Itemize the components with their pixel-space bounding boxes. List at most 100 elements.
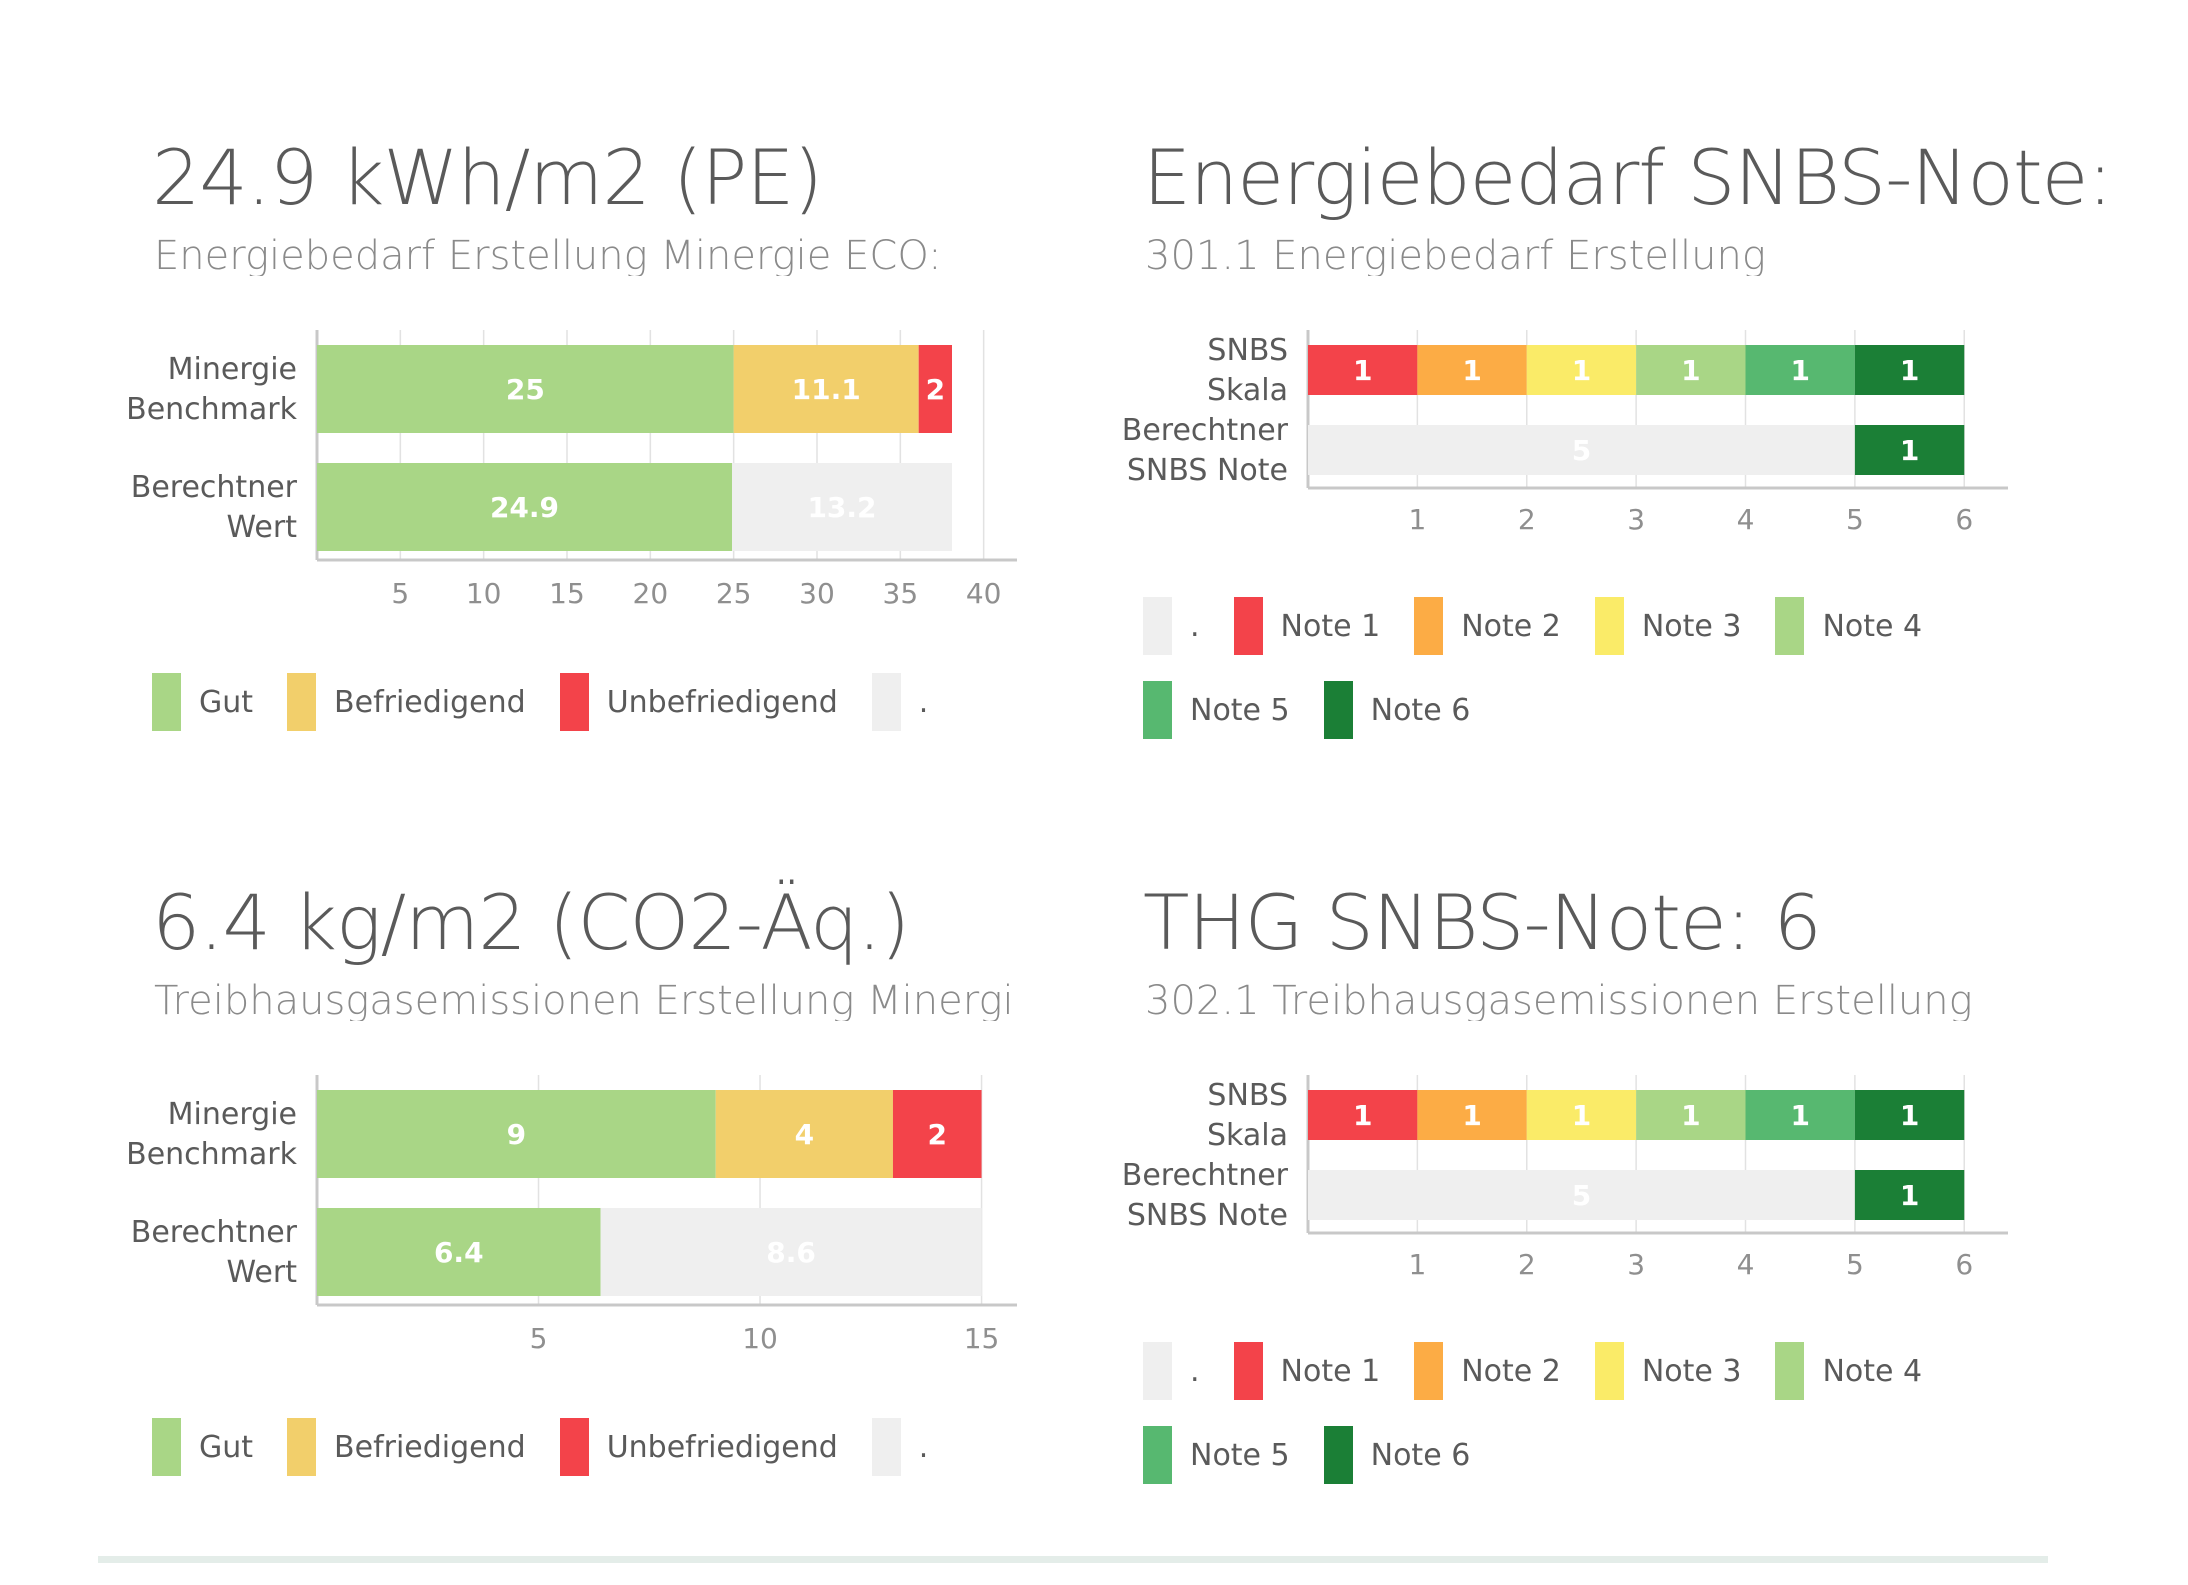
legend-item[interactable]: Note 1 [1233,597,1380,655]
data-label: 13.2 [807,491,876,524]
bar-segment [1854,425,1965,475]
legend-item[interactable]: Note 5 [1143,681,1290,739]
legend-item[interactable]: Note 2 [1414,1342,1561,1400]
bar-segment [317,1090,716,1178]
category-label: Berechtner [131,1215,298,1250]
x-tick-label: 3 [1627,503,1645,536]
legend-item[interactable]: Unbefriedigend [559,673,838,731]
bar-segment [1417,1090,1527,1140]
legend-item[interactable]: Note 1 [1233,1342,1381,1400]
legend-row: . Note 1 Note 2 Note 3 Note 4 [1143,597,1956,655]
data-label: 1 [1900,1179,1919,1212]
x-tick-label: 35 [883,577,919,610]
legend-item[interactable]: . [1143,1342,1200,1400]
legend-label: Note 6 [1370,692,1471,728]
category-label: Berechtner [131,470,298,505]
x-tick-label: 5 [1846,503,1864,536]
ghg-snbs-subtitle: 302.1 Treibhausgasemissionen Erstellung [1145,981,1973,1021]
legend-item[interactable]: Note 2 [1414,597,1561,655]
bar-segment [1854,1170,1965,1220]
legend-item[interactable]: Gut [152,1418,253,1476]
legend-swatch [152,1418,181,1476]
legend-item[interactable]: Note 6 [1323,1426,1470,1484]
x-tick-label: 20 [633,577,669,610]
category-label: Benchmark [126,1137,298,1172]
ghg-snbs-legend: . Note 1 Note 2 Note 3 Note 4 Note 5 Note 6 [1143,1342,1956,1510]
legend-label: . [918,1429,929,1465]
legend-swatch [559,1418,589,1476]
legend-swatch [287,673,317,731]
legend-item[interactable]: Befriedigend [287,1418,526,1476]
energy-snbs-panel: Energiebedarf SNBS-Note: 301.1 Energiebe… [1122,140,2143,840]
x-tick-label: 4 [1737,503,1755,536]
legend-label: . [918,684,929,720]
ghg-snbs-chart: 1 2 3 4 5 6 1 1 1 1 1 1 SNBS Skala 5 1 Berechtner SNBS No… [1122,1075,2008,1281]
energy-minergie-legend: Gut Befriedigend Unbefriedigend. [152,673,962,757]
legend-item[interactable]: Gut [152,673,253,731]
legend-swatch [1775,1342,1805,1400]
category-label: Berechtner [1122,1158,1289,1193]
category-label: Benchmark [126,392,298,427]
category-label: SNBS Note [1127,453,1288,488]
x-tick-label: 10 [742,1322,778,1355]
x-tick-label: 4 [1737,1248,1755,1281]
x-tick-label: 3 [1627,1248,1645,1281]
legend-row: . Note 1 Note 2 Note 3 Note 4 [1143,1342,1956,1400]
x-tick-label: 25 [716,577,752,610]
category-label: Skala [1207,1118,1288,1153]
legend-item[interactable]: Note 3 [1594,597,1741,655]
legend-swatch [1143,597,1172,655]
legend-label: Note 4 [1822,1353,1923,1389]
legend-item[interactable]: . [1143,597,1200,655]
bar-segment [1745,1090,1855,1140]
bar-segment [317,345,734,433]
legend-row: Note 5 Note 6 [1143,1426,1956,1484]
x-tick-label: 2 [1518,503,1536,536]
legend-swatch [1414,597,1444,655]
legend-item[interactable]: Befriedigend [287,673,526,731]
data-label: 25 [506,373,545,406]
legend-swatch [1143,1342,1172,1400]
data-label: 1 [1462,354,1481,387]
legend-label: Note 3 [1641,1353,1742,1389]
legend-label: Note 5 [1190,1437,1290,1473]
category-label: Wert [227,1255,298,1290]
ghg-minergie-chart: 5 10 15 9 4 2 Minergie Benchmark 6.4 8.6 Berechtne… [126,1075,1017,1355]
energy-minergie-subtitle: Energiebedarf Erstellung Minergie ECO: [154,236,942,276]
x-tick-label: 1 [1408,503,1426,536]
category-label: Minergie [168,1097,297,1132]
category-label: Skala [1207,373,1288,408]
bar-segment [317,463,732,551]
legend-label: . [1190,1353,1200,1389]
legend-swatch [1323,1426,1353,1484]
x-tick-label: 5 [391,577,409,610]
legend-label: Note 1 [1280,1353,1381,1389]
legend-item[interactable]: . [871,1418,929,1476]
legend-item[interactable]: Note 5 [1143,1426,1290,1484]
bar-segment [1308,425,1855,475]
legend-swatch [1775,597,1805,655]
bar-segment [1854,1090,1965,1140]
legend-item[interactable]: Note 3 [1594,1342,1742,1400]
data-label: 9 [507,1118,526,1151]
data-label: 1 [1900,354,1919,387]
legend-item[interactable]: Note 4 [1775,597,1922,655]
bar-segment [732,463,952,551]
legend-item[interactable]: . [871,673,929,731]
legend-item[interactable]: Note 6 [1323,681,1471,739]
data-label: 1 [1462,1099,1481,1132]
legend-label: Gut [199,1429,254,1465]
legend-item[interactable]: Note 4 [1775,1342,1922,1400]
x-tick-label: 15 [964,1322,1000,1355]
legend-swatch [1143,681,1172,739]
legend-row: Note 5 Note 6 [1143,681,1956,739]
category-label: Berechtner [1122,413,1289,448]
bar-segment [600,1208,982,1296]
legend-swatch [1594,1342,1624,1400]
data-label: 1 [1790,354,1809,387]
bar-segment [918,345,952,433]
legend-swatch [1414,1342,1444,1400]
legend-item[interactable]: Unbefriedigend [559,1418,838,1476]
ghg-minergie-title: 6.4 kg/m2 (CO2-Äq.) [152,878,910,967]
bar-segment [892,1090,982,1178]
